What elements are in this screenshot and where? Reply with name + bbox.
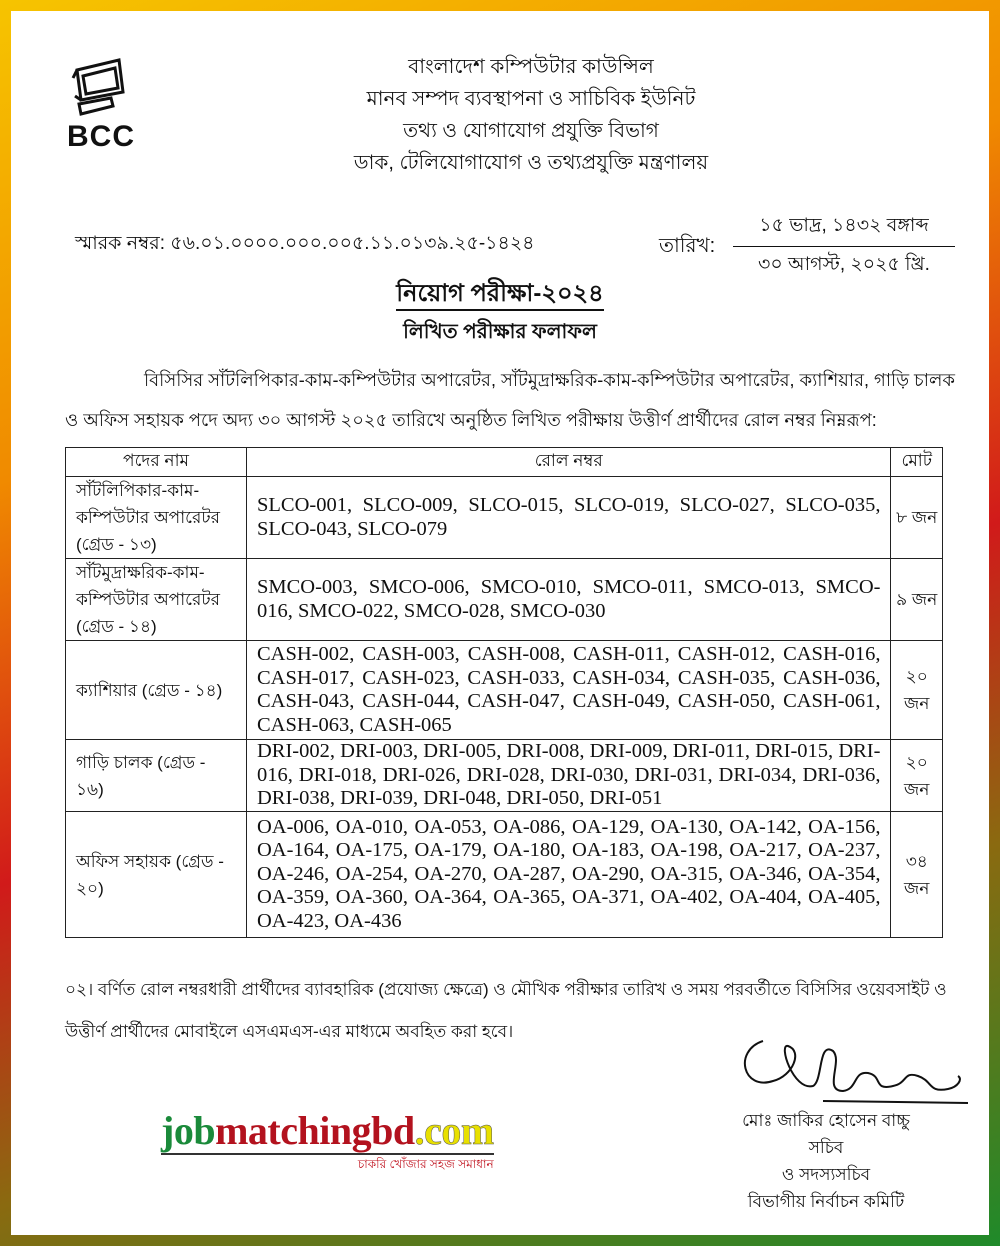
- note-paragraph: ০২। বর্ণিত রোল নম্বরধারী প্রার্থীদের ব্য…: [65, 980, 947, 1041]
- signatory-committee: বিভাগীয় নির্বাচন কমিটি: [747, 1192, 905, 1211]
- date-label: তারিখ:: [659, 235, 716, 257]
- roll-numbers: SLCO-001, SLCO-009, SLCO-015, SLCO-019, …: [245, 476, 892, 559]
- watermark-tagline: চাকরি খোঁজার সহজ সমাধান: [357, 1157, 494, 1171]
- results-table: পদের নাম রোল নম্বর মোট সাঁটলিপিকার-কাম-ক…: [65, 447, 943, 938]
- bcc-logo: BCC: [67, 56, 149, 154]
- roll-numbers: CASH-002, CASH-003, CASH-008, CASH-011, …: [245, 640, 892, 740]
- roll-numbers: OA-006, OA-010, OA-053, OA-086, OA-129, …: [245, 811, 892, 938]
- computer-monitor-icon: [71, 58, 125, 116]
- document-page: BCC বাংলাদেশ কম্পিউটার কাউন্সিল মানব সম্…: [11, 11, 989, 1235]
- table-header-row: পদের নাম রোল নম্বর মোট: [65, 447, 943, 477]
- signature-image: [744, 1040, 969, 1104]
- total-count: ৮ জন: [890, 476, 943, 559]
- header-total: মোট: [890, 447, 943, 477]
- page-subtitle: লিখিত পরীক্ষার ফলাফল: [403, 321, 597, 343]
- post-name: সাঁটমুদ্রাক্ষরিক-কাম-কম্পিউটার অপারেটর (…: [65, 558, 247, 641]
- total-count: ৩৪ জন: [890, 811, 943, 938]
- table-row: ক্যাশিয়ার (গ্রেড - ১৪) CASH-002, CASH-0…: [65, 640, 943, 740]
- memo-number: স্মারক নম্বর: ৫৬.০১.০০০০.০০০.০০৫.১১.০১৩৯…: [75, 233, 535, 254]
- signatory-title: সচিব: [808, 1138, 844, 1157]
- header-rolls: রোল নম্বর: [245, 447, 892, 477]
- roll-numbers: SMCO-003, SMCO-006, SMCO-010, SMCO-011, …: [245, 558, 892, 641]
- header-post: পদের নাম: [65, 447, 247, 477]
- signatory-block: মোঃ জাকির হোসেন বাচ্চু সচিব ও সদস্যসচিব …: [711, 1107, 941, 1215]
- letterhead: বাংলাদেশ কম্পিউটার কাউন্সিল মানব সম্পদ ব…: [211, 51, 851, 179]
- watermark-logo: jobmatchingbd.com চাকরি খোঁজার সহজ সমাধা…: [161, 1108, 494, 1176]
- table-row: সাঁটলিপিকার-কাম-কম্পিউটার অপারেটর (গ্রেড…: [65, 476, 943, 559]
- org-name: বাংলাদেশ কম্পিউটার কাউন্সিল: [408, 56, 654, 78]
- intro-line-1: বিসিসির সাঁটলিপিকার-কাম-কম্পিউটার অপারেট…: [144, 370, 955, 390]
- date-gregorian: ৩০ আগস্ট, ২০২৫ খ্রি.: [758, 254, 930, 275]
- title-block: নিয়োগ পরীক্ষা-২০২৪ লিখিত পরীক্ষার ফলাফল: [11, 279, 989, 350]
- signatory-role: ও সদস্যসচিব: [781, 1165, 871, 1184]
- total-count: ৯ জন: [890, 558, 943, 641]
- post-name: সাঁটলিপিকার-কাম-কম্পিউটার অপারেটর (গ্রেড…: [65, 476, 247, 559]
- roll-numbers: DRI-002, DRI-003, DRI-005, DRI-008, DRI-…: [245, 739, 892, 812]
- division-name: তথ্য ও যোগাযোগ প্রযুক্তি বিভাগ: [403, 120, 659, 142]
- date-block: ১৫ ভাদ্র, ১৪৩২ বঙ্গাব্দ ৩০ আগস্ট, ২০২৫ খ…: [733, 211, 955, 282]
- post-name: গাড়ি চালক (গ্রেড - ১৬): [65, 739, 247, 812]
- logo-text: BCC: [67, 120, 135, 153]
- intro-line-2: ও অফিস সহায়ক পদে অদ্য ৩০ আগস্ট ২০২৫ তার…: [65, 410, 877, 430]
- signatory-name: মোঃ জাকির হোসেন বাচ্চু: [742, 1111, 910, 1130]
- page-title: নিয়োগ পরীক্ষা-২০২৪: [396, 279, 604, 311]
- post-name: ক্যাশিয়ার (গ্রেড - ১৪): [65, 640, 247, 740]
- unit-name: মানব সম্পদ ব্যবস্থাপনা ও সাচিবিক ইউনিট: [366, 88, 696, 110]
- table-row: গাড়ি চালক (গ্রেড - ১৬) DRI-002, DRI-003…: [65, 739, 943, 812]
- table-row: সাঁটমুদ্রাক্ষরিক-কাম-কম্পিউটার অপারেটর (…: [65, 558, 943, 641]
- total-count: ২০ জন: [890, 739, 943, 812]
- post-name: অফিস সহায়ক (গ্রেড - ২০): [65, 811, 247, 938]
- total-count: ২০ জন: [890, 640, 943, 740]
- table-row: অফিস সহায়ক (গ্রেড - ২০) OA-006, OA-010,…: [65, 811, 943, 938]
- date-bangla: ১৫ ভাদ্র, ১৪৩২ বঙ্গাব্দ: [733, 211, 955, 247]
- ministry-name: ডাক, টেলিযোগাযোগ ও তথ্যপ্রযুক্তি মন্ত্রণ…: [353, 152, 709, 174]
